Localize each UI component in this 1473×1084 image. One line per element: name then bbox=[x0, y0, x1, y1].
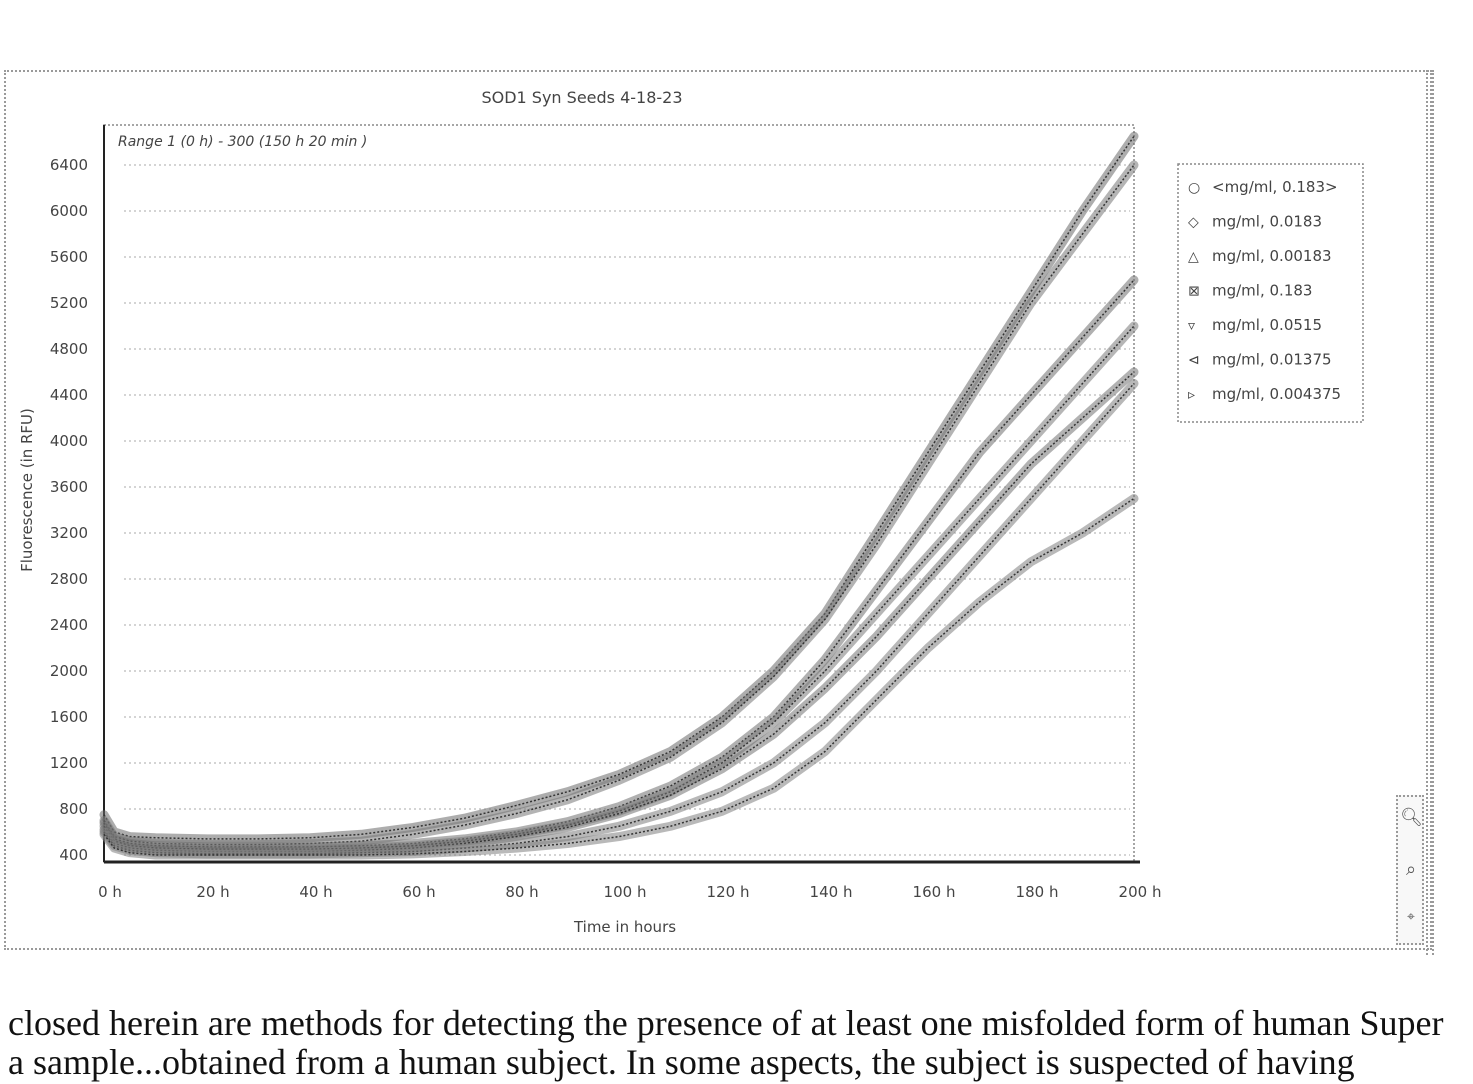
legend-marker: ▹ bbox=[1188, 387, 1195, 403]
legend-label: <mg/ml, 0.183> bbox=[1212, 178, 1338, 196]
legend-label: mg/ml, 0.0515 bbox=[1212, 316, 1322, 334]
legend-label: mg/ml, 0.01375 bbox=[1212, 351, 1332, 369]
x-tick-label: 120 h bbox=[707, 883, 750, 901]
zoom-out-icon[interactable]: ⌕ bbox=[1405, 859, 1417, 880]
y-tick-label: 2000 bbox=[50, 662, 88, 680]
y-tick-label: 6000 bbox=[50, 202, 88, 220]
y-tick-label: 5600 bbox=[50, 248, 88, 266]
y-tick-label: 1600 bbox=[50, 708, 88, 726]
y-tick-label: 1200 bbox=[50, 754, 88, 772]
y-tick-label: 6400 bbox=[50, 156, 88, 174]
x-tick-label: 100 h bbox=[604, 883, 647, 901]
legend-label: mg/ml, 0.0183 bbox=[1212, 213, 1322, 231]
zoom-in-icon[interactable]: 🔍︎ bbox=[1400, 807, 1423, 828]
x-tick-label: 0 h bbox=[98, 883, 122, 901]
chart-window bbox=[4, 70, 1432, 950]
series-line bbox=[103, 135, 1135, 840]
x-tick-label: 20 h bbox=[196, 883, 229, 901]
legend-label: mg/ml, 0.00183 bbox=[1212, 247, 1332, 265]
x-axis-label: Time in hours bbox=[573, 918, 676, 936]
reset-zoom-icon[interactable]: ⌖ bbox=[1407, 909, 1415, 925]
legend-marker: ⊲ bbox=[1188, 353, 1200, 369]
x-tick-label: 40 h bbox=[299, 883, 332, 901]
body-text-line-1: closed herein are methods for detecting … bbox=[8, 1003, 1444, 1043]
y-tick-label: 2800 bbox=[50, 570, 88, 588]
y-tick-label: 3600 bbox=[50, 478, 88, 496]
y-tick-label: 3200 bbox=[50, 524, 88, 542]
series-group bbox=[99, 131, 1139, 860]
x-axis-ticks: 0 h 20 h 40 h 60 h 80 h 100 h 120 h 140 h 160 h 1… bbox=[98, 883, 1161, 901]
y-tick-label: 2400 bbox=[50, 616, 88, 634]
legend-box bbox=[1177, 163, 1364, 423]
x-tick-label: 60 h bbox=[402, 883, 435, 901]
y-tick-label: 4000 bbox=[50, 432, 88, 450]
legend-marker: ○ bbox=[1188, 180, 1200, 196]
series-band bbox=[99, 131, 1139, 844]
legend-label: mg/ml, 0.004375 bbox=[1212, 385, 1341, 403]
y-axis-ticks: 400 800 1200 1600 2000 2400 2800 3200 3600 4000 44… bbox=[50, 156, 88, 864]
window-scrollbar[interactable] bbox=[1426, 70, 1434, 955]
y-tick-label: 5200 bbox=[50, 294, 88, 312]
body-text-line-2: a sample...obtained from a human subject… bbox=[8, 1042, 1355, 1082]
x-tick-label: 160 h bbox=[913, 883, 956, 901]
range-note: Range 1 (0 h) - 300 (150 h 20 min ) bbox=[118, 134, 367, 150]
zoom-toolbar: 🔍︎ ⌕ ⌖ bbox=[1396, 795, 1424, 945]
y-tick-label: 4400 bbox=[50, 386, 88, 404]
y-tick-label: 400 bbox=[59, 846, 88, 864]
legend: ○ <mg/ml, 0.183> ◇ mg/ml, 0.0183 △ mg/ml, 0.0… bbox=[1177, 163, 1364, 423]
legend-marker: ▿ bbox=[1188, 318, 1195, 334]
series-line bbox=[103, 497, 1135, 856]
grid bbox=[124, 164, 1130, 856]
x-tick-label: 140 h bbox=[810, 883, 853, 901]
series-line bbox=[103, 164, 1135, 846]
x-tick-label: 200 h bbox=[1119, 883, 1162, 901]
x-tick-label: 80 h bbox=[505, 883, 538, 901]
legend-marker: △ bbox=[1188, 249, 1199, 265]
x-tick-label: 180 h bbox=[1016, 883, 1059, 901]
legend-marker: ◇ bbox=[1188, 215, 1199, 231]
y-axis-label: Fluorescence (in RFU) bbox=[18, 408, 36, 572]
y-tick-label: 800 bbox=[59, 800, 88, 818]
legend-label: mg/ml, 0.183 bbox=[1212, 282, 1312, 300]
legend-marker: ⊠ bbox=[1188, 284, 1200, 300]
chart-title: SOD1 Syn Seeds 4-18-23 bbox=[481, 88, 682, 107]
chart: SOD1 Syn Seeds 4-18-23 Range 1 (0 h) - 3… bbox=[18, 88, 1364, 936]
y-tick-label: 4800 bbox=[50, 340, 88, 358]
